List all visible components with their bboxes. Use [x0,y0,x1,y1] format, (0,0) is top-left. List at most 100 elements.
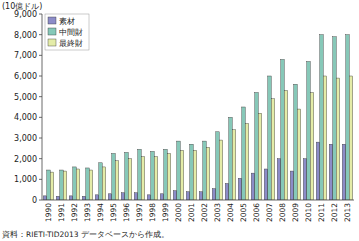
category-label: 1990 [44,203,53,222]
bar [95,195,98,200]
category-label: 2011 [317,203,326,222]
bar [69,196,72,200]
bar [225,183,228,200]
bar [349,76,352,200]
bar [232,130,235,200]
category-label: 1995 [109,203,118,222]
category-label: 1998 [148,203,157,222]
bar [258,113,261,200]
category-label: 2006 [252,203,261,222]
bar [190,144,193,200]
bar [199,192,202,200]
legend-swatch [48,39,56,46]
bar [297,109,300,200]
bar [290,171,293,200]
bar [310,93,313,200]
legend: 素材中間財最終財 [45,14,89,50]
bar [86,168,89,200]
bar [203,141,206,200]
tick-label: 8,000 [14,31,37,40]
tick-label: 5,000 [14,93,37,102]
bar [229,117,232,200]
bar [284,90,287,200]
bar [238,178,241,200]
legend-label: 中間財 [59,28,83,37]
bar [245,124,248,200]
bar [76,169,79,200]
bar [147,195,150,200]
bar [60,170,63,200]
tick-mark [39,34,42,35]
x-axis [42,200,354,201]
bar [277,159,280,200]
bar [125,152,128,200]
category-label: 2013 [343,203,352,222]
bar [212,189,215,200]
category-label: 2007 [265,203,274,222]
bar [115,161,118,200]
legend-swatch [48,28,56,35]
source: 資料：RIETI-TID2013 データベースから作成。 [2,230,169,239]
tick-mark [39,200,42,201]
bar [251,173,254,200]
bar [271,99,274,200]
bars [43,35,352,200]
bar [303,159,306,200]
category-label: 1994 [96,203,105,222]
bar [134,193,137,200]
bar [141,157,144,200]
tick-mark [39,55,42,56]
bar [82,196,85,200]
category-label: 2000 [174,203,183,222]
chart: (10億ドル)01,0002,0003,0004,0005,0006,0007,… [0,0,359,241]
category-label: 2003 [213,203,222,222]
category-label: 2001 [187,203,196,222]
bar [112,154,115,201]
tick-label: 0 [32,196,37,205]
bar [151,151,154,200]
category-label: 1991 [57,203,66,222]
bar [99,163,102,200]
category-label: 2005 [239,203,248,222]
y-axis [42,14,43,200]
bar [255,93,258,200]
tick-mark [39,117,42,118]
category-label: 1999 [161,203,170,222]
bar [281,59,284,200]
category-label: 2004 [226,203,235,222]
tick-label: 4,000 [14,113,37,122]
bar [173,191,176,200]
bar [138,149,141,200]
bar [167,154,170,201]
bar [160,194,163,200]
legend-label: 素材 [59,17,75,26]
category-label: 2010 [304,203,313,222]
bar [89,170,92,200]
category-label: 1997 [135,203,144,222]
category-label: 2009 [291,203,300,222]
tick-label: 3,000 [14,134,37,143]
bar [242,107,245,200]
bar [180,150,183,200]
bar [316,142,319,200]
bar [73,167,76,200]
tick-label: 2,000 [14,155,37,164]
bar [346,35,349,200]
bar [63,171,66,200]
bar [333,37,336,200]
bar [177,141,180,200]
tick-mark [39,138,42,139]
tick-mark [39,14,42,15]
bar [47,170,50,200]
bar [56,196,59,200]
tick-label: 9,000 [14,10,37,19]
category-label: 1993 [83,203,92,222]
bar [108,194,111,200]
bar [154,157,157,200]
bar [50,172,53,200]
bar [294,84,297,200]
tick-label: 7,000 [14,51,37,60]
bar [219,140,222,200]
bar [193,150,196,200]
bar [128,159,131,200]
